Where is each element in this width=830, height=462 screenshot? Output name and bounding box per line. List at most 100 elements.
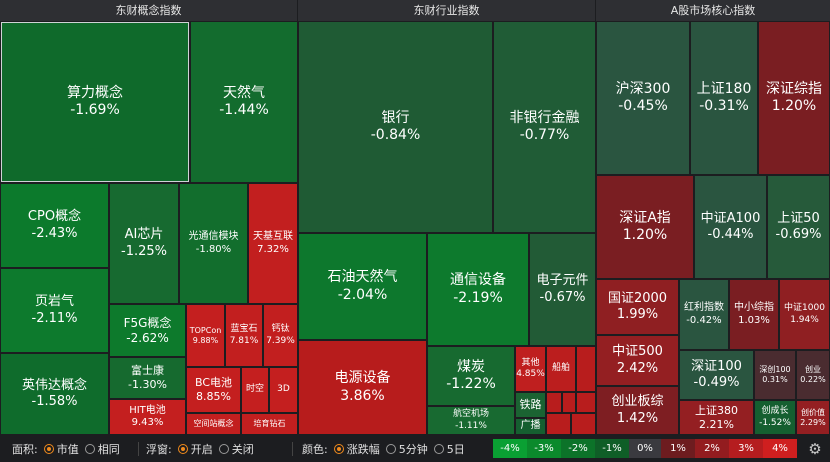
tile-concept[interactable]: 培育钻石 xyxy=(241,413,298,435)
legend-step: 1% xyxy=(661,439,695,458)
tile-industry[interactable]: 船舶 xyxy=(546,346,576,392)
float-option-off[interactable]: 关闭 xyxy=(231,443,254,456)
tile-industry[interactable]: 石油天然气 -2.04% xyxy=(298,233,427,340)
tile-name: 船舶 xyxy=(551,363,570,374)
industry-treemap: 银行 -0.84% 非银行金融 -0.77% 石油天然气 -2.04% 通信设备 -2.… xyxy=(298,21,596,435)
tile-index[interactable]: 创成长 -1.52% xyxy=(754,400,796,435)
tile-concept[interactable]: BC电池 8.85% xyxy=(186,367,241,413)
tile-name: 创价值 xyxy=(801,407,825,417)
area-option-equal[interactable]: 相同 xyxy=(97,443,120,456)
tile-index[interactable]: 上证50 -0.69% xyxy=(767,175,830,279)
tile-index[interactable]: 国证2000 1.99% xyxy=(596,279,679,335)
panel-header-industry: 东财行业指数 xyxy=(298,0,596,21)
float-radio-on[interactable] xyxy=(177,444,188,454)
tile-change: -1.22% xyxy=(446,376,496,392)
tile-concept[interactable]: F5G概念 -2.62% xyxy=(109,304,186,357)
tile-name: 3D xyxy=(277,384,290,395)
tile-concept[interactable]: CPO概念 -2.43% xyxy=(0,183,109,268)
tile-name: 电源设备 xyxy=(334,370,391,386)
float-radio-off[interactable] xyxy=(218,444,229,454)
tile-name: 深证100 xyxy=(691,358,742,374)
tile-industry[interactable]: 航空机场 -1.11% xyxy=(427,406,515,435)
tile-concept[interactable]: 3D xyxy=(269,367,298,413)
float-label: 浮窗: xyxy=(146,443,172,456)
tile-industry[interactable] xyxy=(571,413,596,435)
tile-change: 7.32% xyxy=(257,243,289,255)
area-radio-market-cap[interactable] xyxy=(43,444,54,454)
tile-change: 1.42% xyxy=(616,410,659,426)
color-radio-5min[interactable] xyxy=(385,444,396,454)
gear-icon[interactable]: ⚙ xyxy=(808,440,822,458)
tile-industry[interactable] xyxy=(576,392,596,413)
tile-concept[interactable]: 天然气 -1.44% xyxy=(190,21,298,183)
area-radio-equal[interactable] xyxy=(84,444,95,454)
tile-name: 创业 xyxy=(805,365,821,374)
color-option-5min[interactable]: 5分钟 xyxy=(398,443,428,456)
tile-concept[interactable]: 算力概念 -1.69% xyxy=(1,22,189,182)
tile-name: 非银行金融 xyxy=(509,109,580,126)
tile-concept[interactable]: 页岩气 -2.11% xyxy=(0,268,109,353)
color-option-change[interactable]: 涨跌幅 xyxy=(346,443,380,456)
tile-name: 中证A100 xyxy=(700,210,761,226)
tile-concept[interactable]: 光通信模块 -1.80% xyxy=(179,183,248,304)
tile-industry[interactable]: 通信设备 -2.19% xyxy=(427,233,529,346)
color-radio-5day[interactable] xyxy=(433,444,444,454)
tile-name: CPO概念 xyxy=(27,209,82,225)
tile-concept[interactable]: 蓝宝石 7.81% xyxy=(225,304,263,367)
tile-change: 1.94% xyxy=(790,314,819,325)
tile-index[interactable]: 深证综指 1.20% xyxy=(758,21,830,175)
color-setting: 颜色: 涨跌幅 5分钟 5日 xyxy=(302,436,465,462)
tile-concept[interactable]: AI芯片 -1.25% xyxy=(109,183,179,304)
tile-index[interactable]: 中证500 2.42% xyxy=(596,335,679,386)
tile-index[interactable]: 中小综指 1.03% xyxy=(729,279,779,350)
tile-index[interactable]: 创业 0.22% xyxy=(796,350,830,400)
tile-index[interactable]: 上证180 -0.31% xyxy=(690,21,758,175)
tile-industry[interactable]: 银行 -0.84% xyxy=(298,21,493,233)
tile-concept[interactable]: HIT电池 9.43% xyxy=(109,399,186,435)
legend-step: 2% xyxy=(695,439,729,458)
tile-industry[interactable] xyxy=(546,413,571,435)
tile-index[interactable]: 红利指数 -0.42% xyxy=(679,279,729,350)
tile-change: 4.85% xyxy=(516,369,545,379)
legend-step: 0% xyxy=(629,439,661,458)
tile-index[interactable]: 上证380 2.21% xyxy=(679,400,754,435)
tile-index[interactable]: 沪深300 -0.45% xyxy=(596,21,690,175)
tile-concept[interactable]: 钙钛 7.39% xyxy=(263,304,298,367)
tile-industry[interactable]: 煤炭 -1.22% xyxy=(427,346,515,406)
divider xyxy=(138,442,139,456)
float-setting: 浮窗: 开启 关闭 xyxy=(146,436,254,462)
tile-concept[interactable]: 天基互联 7.32% xyxy=(248,183,298,304)
tile-industry[interactable] xyxy=(546,392,562,413)
tile-change: -1.30% xyxy=(128,378,167,391)
tile-index[interactable]: 中证1000 1.94% xyxy=(779,279,830,350)
tile-concept[interactable]: 时空 xyxy=(241,367,269,413)
tile-industry[interactable]: 铁路 xyxy=(515,392,546,418)
tile-industry[interactable]: 电子元件 -0.67% xyxy=(529,233,596,346)
tile-concept[interactable]: 空间站概念 xyxy=(186,413,241,435)
tile-name: 英伟达概念 xyxy=(21,377,87,393)
tile-index[interactable]: 深证100 -0.49% xyxy=(679,350,754,400)
area-option-market-cap[interactable]: 市值 xyxy=(56,443,79,456)
color-option-5day[interactable]: 5日 xyxy=(446,443,465,456)
tile-industry[interactable]: 其他 4.85% xyxy=(515,346,546,392)
color-radio-change[interactable] xyxy=(333,444,344,454)
tile-industry[interactable] xyxy=(562,392,576,413)
tile-index[interactable]: 深证A指 1.20% xyxy=(596,175,694,279)
tile-change: -1.80% xyxy=(195,243,232,255)
tile-index[interactable]: 中证A100 -0.44% xyxy=(694,175,767,279)
tile-name: 钙钛 xyxy=(271,324,290,335)
tile-change: -2.19% xyxy=(453,289,503,306)
tile-index[interactable]: 创价值 2.29% xyxy=(796,400,830,435)
tile-index[interactable]: 深创100 0.31% xyxy=(754,350,796,400)
tile-change: 9.43% xyxy=(131,417,164,428)
tile-index[interactable]: 创业板综 1.42% xyxy=(596,386,679,435)
tile-industry[interactable]: 广播 xyxy=(515,418,546,435)
tile-concept[interactable]: 英伟达概念 -1.58% xyxy=(0,353,109,435)
tile-concept[interactable]: TOPCon 9.88% xyxy=(186,304,225,367)
tile-industry[interactable]: 电源设备 3.86% xyxy=(298,340,427,435)
divider xyxy=(292,442,293,456)
tile-concept[interactable]: 富士康 -1.30% xyxy=(109,357,186,399)
tile-industry[interactable]: 非银行金融 -0.77% xyxy=(493,21,596,233)
float-option-on[interactable]: 开启 xyxy=(190,443,213,456)
tile-industry[interactable] xyxy=(576,346,596,392)
